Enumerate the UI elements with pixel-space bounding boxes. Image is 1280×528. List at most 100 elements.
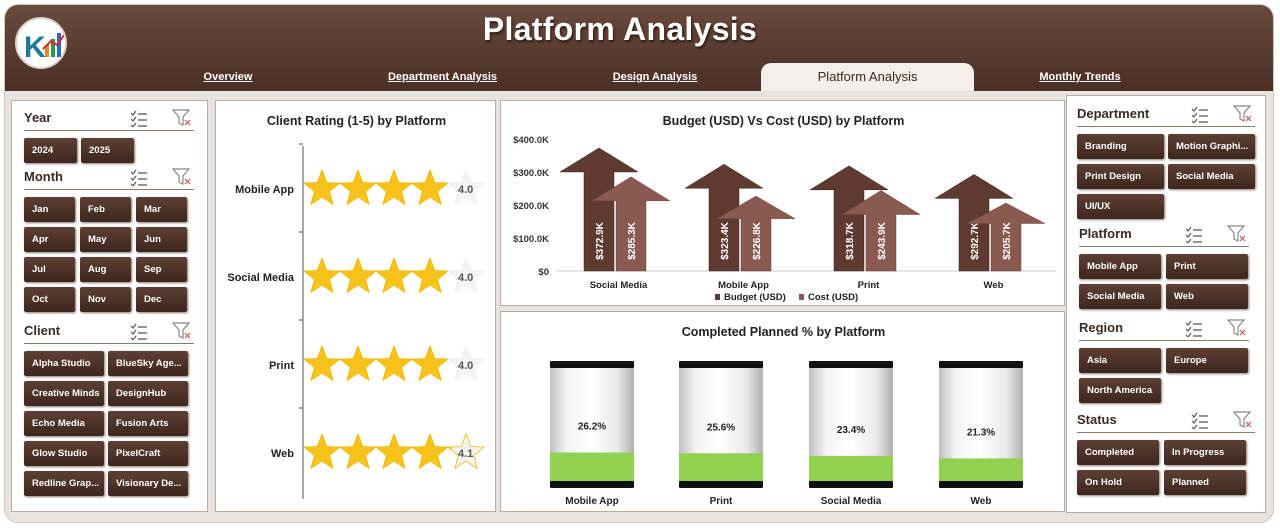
client-slicer-item[interactable]: DesignHub: [108, 381, 188, 406]
client-slicer-item[interactable]: Redline Grap...: [24, 471, 104, 496]
multi-select-icon[interactable]: [1184, 319, 1204, 338]
rating-star-mark: [410, 344, 450, 382]
multi-select-icon[interactable]: [129, 109, 149, 128]
multi-select-icon[interactable]: [1190, 105, 1210, 124]
tab-overview[interactable]: Overview: [203, 71, 253, 83]
clear-filter-icon[interactable]: [1226, 225, 1247, 243]
rating-star-mark: [302, 432, 342, 470]
rating-star-mark: [410, 256, 450, 294]
rating-value-label: 4.1: [458, 448, 473, 460]
platform-slicer-item[interactable]: Print: [1166, 254, 1248, 279]
rating-star-mark: [446, 344, 486, 382]
budget-x-category-label: Social Media: [590, 280, 648, 291]
month-slicer-item[interactable]: Jun: [136, 227, 187, 252]
platform-slicer-item[interactable]: Social Media: [1079, 284, 1161, 309]
month-slicer-item[interactable]: Mar: [136, 197, 187, 222]
rating-star-mark: [374, 432, 414, 470]
rating-value-label: 4.0: [458, 272, 473, 284]
clear-filter-icon[interactable]: [171, 168, 192, 186]
department-slicer-item[interactable]: Print Design: [1077, 164, 1164, 189]
budget-chart-title: Budget (USD) Vs Cost (USD) by Platform: [662, 114, 905, 128]
tab-design-analysis[interactable]: Design Analysis: [612, 71, 698, 83]
clear-filter-icon[interactable]: [1226, 319, 1247, 337]
month-slicer-item[interactable]: Jul: [24, 257, 75, 282]
budget-y-tick-label: $200.0K: [513, 201, 549, 212]
clear-filter-icon[interactable]: [171, 109, 192, 127]
region-slicer-item[interactable]: Europe: [1166, 348, 1248, 373]
client-slicer-item[interactable]: Echo Media: [24, 411, 104, 436]
client-slicer-item[interactable]: Glow Studio: [24, 441, 104, 466]
client-slicer-item[interactable]: Visionary De...: [108, 471, 188, 496]
bar-value-label: $243.9K: [877, 221, 888, 260]
rating-category-label: Social Media: [227, 272, 295, 284]
rating-star-mark: [410, 168, 450, 206]
platform-slicer-item[interactable]: Web: [1166, 284, 1248, 309]
status-slicer-item[interactable]: In Progress: [1164, 440, 1246, 465]
tab-department-analysis[interactable]: Department Analysis: [387, 71, 498, 83]
budget-cost-chart: $0 $100.0K $200.0K $300.0K $400.0K $372.9K $28…: [513, 135, 1056, 303]
multi-select-icon[interactable]: [1190, 411, 1210, 430]
status-slicer-item[interactable]: On Hold: [1077, 470, 1159, 495]
budget-y-tick-label: $100.0K: [513, 234, 549, 245]
clear-filter-icon[interactable]: [171, 322, 192, 340]
month-slicer-item[interactable]: Apr: [24, 227, 75, 252]
multi-select-icon[interactable]: [129, 322, 149, 341]
legend-swatch: [799, 294, 804, 300]
client-slicer-item[interactable]: PixelCraft: [108, 441, 188, 466]
progress-cap-bottom: [679, 481, 763, 488]
client-slicer-item[interactable]: BlueSky Age...: [108, 351, 188, 376]
month-slicer-item[interactable]: Sep: [136, 257, 187, 282]
rating-star-mark: [302, 256, 342, 294]
bar-value-label: $205.7K: [1002, 221, 1013, 260]
client-slicer-item[interactable]: Fusion Arts: [108, 411, 188, 436]
bar-value-label: $318.7K: [845, 221, 856, 260]
status-slicer-item[interactable]: Completed: [1077, 440, 1159, 465]
page-title: Platform Analysis: [482, 11, 758, 47]
client-slicer-item[interactable]: Alpha Studio: [24, 351, 104, 376]
month-slicer-item[interactable]: Jan: [24, 197, 75, 222]
department-slicer-item[interactable]: Motion Graphi...: [1168, 134, 1255, 159]
department-slicer-item[interactable]: UI/UX: [1077, 194, 1164, 219]
slicer-divider: [24, 189, 194, 190]
multi-select-icon[interactable]: [129, 168, 149, 187]
slicer-divider: [1079, 340, 1249, 341]
clear-filter-icon[interactable]: [1232, 105, 1253, 123]
rating-star-mark: [374, 344, 414, 382]
rating-star-mark: [446, 168, 486, 206]
bar-value-label: $226.8K: [752, 221, 763, 260]
progress-cap-top: [679, 361, 763, 368]
legend-label: Budget (USD): [724, 292, 786, 303]
year-slicer-title: Year: [24, 110, 52, 125]
month-slicer-item[interactable]: Feb: [80, 197, 131, 222]
department-slicer-item[interactable]: Social Media: [1168, 164, 1255, 189]
month-slicer-item[interactable]: Oct: [24, 287, 75, 312]
progress-value-label: 21.3%: [967, 427, 995, 438]
platform-slicer-item[interactable]: Mobile App: [1079, 254, 1161, 279]
region-slicer-item[interactable]: Asia: [1079, 348, 1161, 373]
cost-bar: [591, 176, 671, 272]
year-slicer-item[interactable]: 2024: [24, 138, 77, 163]
bar-value-label: $292.7K: [970, 221, 981, 260]
month-slicer-item[interactable]: Dec: [136, 287, 187, 312]
progress-category-label: Print: [710, 496, 733, 507]
department-slicer-item[interactable]: Branding: [1077, 134, 1164, 159]
client-slicer-item[interactable]: Creative Minds: [24, 381, 104, 406]
left-slicer-panel: Year 2024 2025 Month Jan Feb Mar Apr May Jun Jul Au…: [11, 100, 208, 512]
status-slicer-item[interactable]: Planned: [1164, 470, 1246, 495]
bar-value-label: $285.3K: [627, 221, 638, 260]
budget-bar: [809, 165, 889, 272]
progress-fill: [550, 452, 634, 484]
region-slicer-item[interactable]: North America: [1079, 378, 1161, 403]
clear-filter-icon[interactable]: [1232, 411, 1253, 429]
platform-slicer-title: Platform: [1079, 226, 1132, 241]
cost-bar: [716, 195, 796, 272]
tab-monthly-trends[interactable]: Monthly Trends: [1039, 71, 1121, 83]
rating-value-label: 4.0: [458, 184, 473, 196]
month-slicer-item[interactable]: May: [80, 227, 131, 252]
year-slicer-item[interactable]: 2025: [81, 138, 134, 163]
month-slicer-item[interactable]: Aug: [80, 257, 131, 282]
tab-platform-analysis[interactable]: Platform Analysis: [761, 63, 974, 91]
budget-y-tick-label: $400.0K: [513, 135, 549, 146]
multi-select-icon[interactable]: [1184, 225, 1204, 244]
month-slicer-item[interactable]: Nov: [80, 287, 131, 312]
